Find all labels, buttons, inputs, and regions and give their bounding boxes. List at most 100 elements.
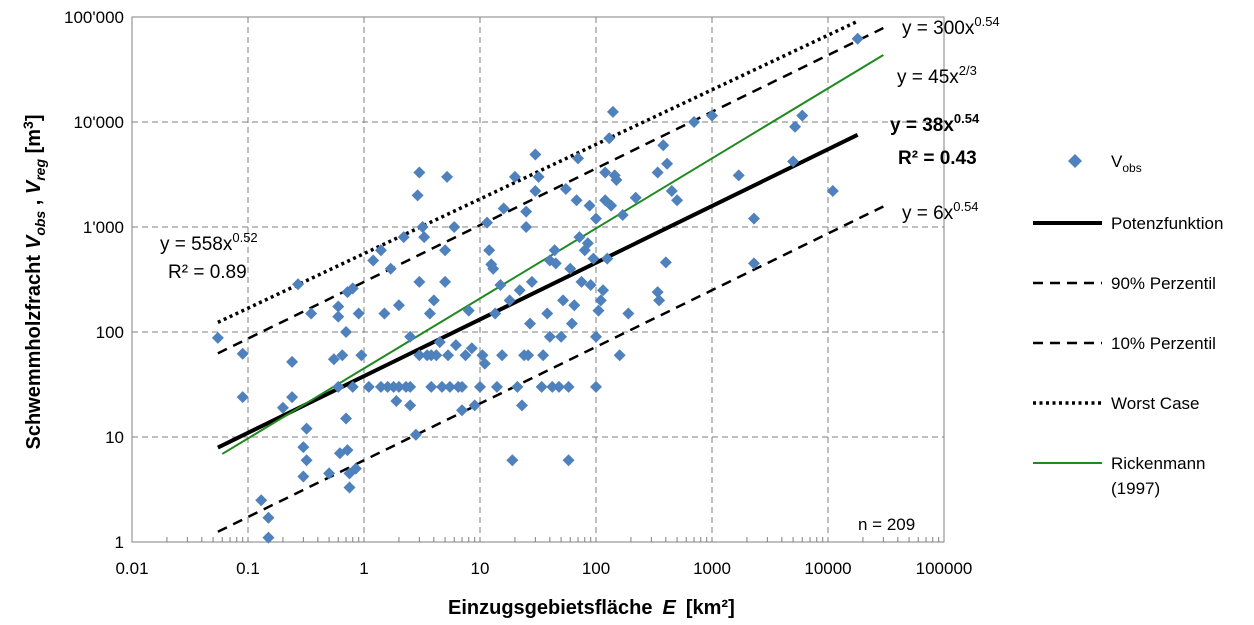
data-point [449,339,462,352]
data-point [336,349,349,362]
data-point [629,191,642,204]
data-point [787,155,800,168]
y-axis: 1 10 100 1'000 10'000 100'000 [64,8,124,552]
data-point [490,380,503,393]
data-point [236,391,249,404]
data-point [610,174,623,187]
data-point [587,252,600,265]
data-point [653,294,666,307]
data-point [665,185,678,198]
data-point [448,221,461,233]
x-tick-label: 1 [359,559,368,578]
data-point [590,380,602,393]
data-point [442,349,455,362]
data-point [732,169,745,182]
x-axis-title: Einzugsgebietsfläche E [km²] [448,597,735,619]
data-point [236,347,249,360]
data-point [413,275,426,288]
data-point [297,470,310,483]
data-point [474,380,486,393]
data-point [503,294,516,307]
data-point [606,105,619,118]
data-point [584,279,597,292]
data-point [651,286,664,299]
y-tick-label: 100'000 [64,8,124,27]
data-point [378,307,391,320]
plot-area [131,16,945,543]
data-point [590,212,602,225]
data-point [468,399,481,412]
data-point [340,412,353,425]
data-point [796,109,809,122]
data-point [367,254,380,267]
data-point [590,330,602,343]
data-point [430,349,443,362]
x-tick-label: 10000 [804,559,851,578]
data-point [418,231,431,244]
data-point [433,336,446,349]
worst-eq-label: y = 558x0.52 [160,230,258,255]
data-point [346,380,359,393]
data-point [657,139,670,152]
data-point [524,317,537,330]
data-point [594,294,607,307]
data-point [496,349,509,362]
y-tick-label: 100 [96,323,124,342]
data-point [549,257,562,270]
y-tick-label: 10'000 [73,113,124,132]
data-point [573,231,586,244]
data-point [332,380,345,393]
data-point [416,221,429,233]
data-point [564,262,577,275]
data-point [597,284,610,297]
data-point [559,183,572,196]
data-point [404,330,417,343]
worst-r2-label: R² = 0.89 [168,262,247,283]
data-point [520,221,533,233]
legend-p10-label: 10% Perzentil [1111,334,1216,353]
data-point [548,244,561,257]
potenz-r2-label: R² = 0.43 [898,148,977,169]
data-point [456,404,469,417]
data-point [362,380,375,393]
data-point [481,216,494,229]
data-point [789,120,802,133]
data-point [409,428,422,441]
data-point [599,166,612,179]
data-point [483,244,496,257]
data-point [392,299,405,312]
data-point [553,380,566,393]
data-point [562,454,575,467]
data-point [332,300,345,313]
data-point [425,380,438,393]
data-point [392,380,405,393]
data-point [346,282,359,295]
series-line-rickenmann-1997 [221,54,884,455]
x-tick-label: 1000 [693,559,731,578]
data-point [262,531,275,544]
legend-worst-label: Worst Case [1111,394,1200,413]
x-tick-label: 100 [582,559,610,578]
data-point [522,349,535,362]
data-point [616,209,629,222]
data-point [323,467,336,480]
data-point [511,380,524,393]
legend-vobs-marker [1068,154,1082,168]
data-point [300,454,313,467]
data-point [605,199,618,212]
data-point [427,294,440,307]
data-point [404,380,417,393]
data-point [570,194,583,207]
data-point [622,307,635,320]
y-axis-title: SchwemmholzfrachtVobs , Vreg [m3] [20,115,48,450]
data-point [747,257,760,270]
data-point [413,349,426,362]
legend-rickenmann-label-2: (1997) [1111,479,1160,498]
data-point [506,454,519,467]
data-point [411,189,424,202]
y-tick-label: 1'000 [83,218,124,237]
legend-rickenmann-label-1: Rickenmann [1111,454,1206,473]
data-point [404,399,417,412]
data-point [341,444,354,457]
data-point [423,307,436,320]
